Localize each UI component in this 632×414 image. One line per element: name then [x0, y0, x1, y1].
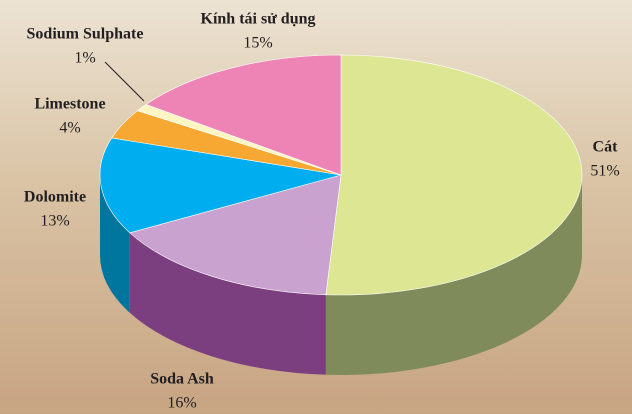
slice-value-label: 13% — [40, 213, 69, 230]
slice — [99, 137, 342, 234]
slice-label: Kính tái sử dụng — [201, 11, 316, 28]
slice-value-label: 16% — [167, 395, 196, 412]
slice-label: Cát — [593, 139, 619, 156]
slice-side — [129, 232, 326, 375]
slice-label: Dolomite — [24, 189, 86, 206]
slice-label: Soda Ash — [150, 371, 214, 388]
slice-label: Limestone — [34, 96, 105, 113]
slice-value-label: 51% — [590, 163, 619, 180]
slice-value-label: 15% — [243, 35, 272, 52]
labels: Cát 51% Soda Ash 16% Dolomite 13% Limestone 4% S… — [24, 11, 620, 412]
pie — [99, 54, 583, 375]
slice-side — [325, 175, 583, 375]
slice — [145, 54, 342, 176]
slice-side — [100, 175, 130, 313]
slice-value-label: 4% — [59, 120, 80, 137]
slice — [129, 174, 342, 296]
slice-label: Sodium Sulphate — [27, 26, 144, 43]
slice-value-label: 1% — [74, 50, 95, 67]
slice — [325, 54, 583, 296]
leader-line — [104, 61, 145, 102]
